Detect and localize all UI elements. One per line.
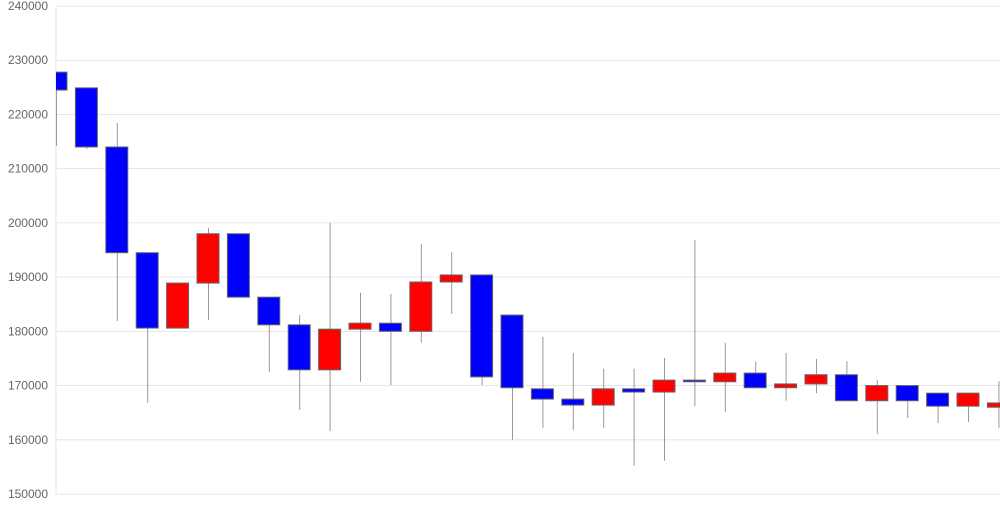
candle: [774, 353, 798, 401]
candle-body: [986, 402, 1000, 408]
candle: [287, 315, 311, 410]
candle-body: [409, 281, 433, 332]
candle-body: [226, 233, 250, 298]
candle: [439, 252, 463, 314]
candle-body: [135, 252, 159, 329]
candle: [56, 71, 68, 146]
candle: [226, 233, 250, 298]
y-axis: 150000 160000 170000 180000 190000 200000 2100…: [8, 0, 48, 501]
candle-body: [895, 385, 919, 402]
candle: [196, 227, 220, 320]
candle-body: [470, 274, 494, 378]
candle: [682, 239, 706, 407]
candle: [378, 293, 402, 386]
candle: [318, 222, 342, 432]
y-tick-label: 170000: [8, 379, 48, 393]
candle: [561, 353, 585, 431]
y-tick-label: 220000: [8, 107, 48, 121]
candle-body: [348, 322, 372, 330]
candle-body: [530, 388, 554, 400]
y-tick-label: 240000: [8, 0, 48, 13]
candle-body: [166, 282, 190, 329]
candle-body: [105, 146, 129, 254]
candle-body: [74, 87, 98, 148]
y-tick-label: 190000: [8, 270, 48, 284]
candle-body: [804, 374, 828, 385]
candle-body: [196, 233, 220, 284]
candle: [622, 368, 646, 466]
candle: [470, 274, 494, 386]
candle: [105, 123, 129, 322]
candle: [591, 368, 615, 428]
candle-body: [439, 274, 463, 283]
candle: [500, 314, 524, 440]
candle: [257, 296, 281, 372]
candle-body: [257, 296, 281, 326]
candle: [804, 358, 828, 394]
candle: [409, 244, 433, 343]
candle-body: [622, 388, 646, 393]
candle: [348, 292, 372, 382]
candle-body: [591, 388, 615, 406]
candle-body: [652, 379, 676, 393]
candle-body: [774, 383, 798, 389]
candle-body: [287, 324, 311, 371]
candle: [743, 361, 767, 389]
candle: [166, 282, 190, 329]
candle: [986, 381, 1000, 428]
candles: [56, 71, 1000, 466]
candle: [956, 392, 980, 422]
y-tick-label: 160000: [8, 433, 48, 447]
candle-body: [713, 372, 737, 383]
y-tick-label: 200000: [8, 216, 48, 230]
candle: [135, 252, 159, 403]
candle: [834, 361, 858, 402]
candle-body: [682, 379, 706, 383]
y-tick-label: 150000: [8, 487, 48, 500]
candle: [926, 392, 950, 423]
candle-body: [318, 328, 342, 371]
y-tick-label: 230000: [8, 53, 48, 67]
candle-body: [743, 372, 767, 389]
y-tick-label: 180000: [8, 324, 48, 338]
candle-body: [834, 374, 858, 402]
candle: [895, 385, 919, 419]
y-tick-label: 210000: [8, 162, 48, 176]
candle-body: [378, 322, 402, 332]
candle: [652, 357, 676, 461]
candle: [530, 336, 554, 428]
candle-body: [926, 392, 950, 407]
candle: [713, 342, 737, 413]
candle-body: [956, 392, 980, 407]
candle-body: [561, 398, 585, 406]
candle-body: [865, 385, 889, 402]
candle: [74, 87, 98, 150]
candle-body: [500, 314, 524, 389]
candle-body: [56, 71, 68, 91]
candle: [865, 380, 889, 434]
